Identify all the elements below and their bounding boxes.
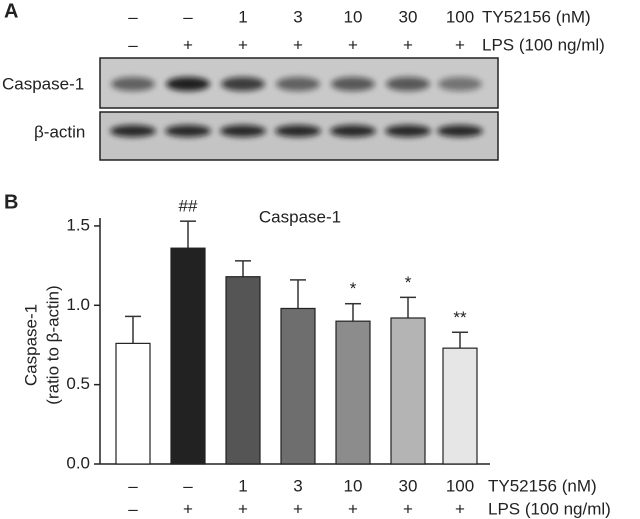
lane-label: – xyxy=(128,35,138,54)
chart-title: Caspase-1 xyxy=(259,207,341,226)
lane-label: – xyxy=(183,7,193,26)
lane-label: 10 xyxy=(344,7,363,26)
panel-label: A xyxy=(4,0,18,22)
lane-label: + xyxy=(403,35,413,54)
lane-label: + xyxy=(183,35,193,54)
lane-label: + xyxy=(293,35,303,54)
y-axis-label: (ratio to β-actin) xyxy=(43,285,62,404)
blot-label: Caspase-1 xyxy=(2,74,84,93)
y-tick-label: 1.5 xyxy=(66,215,90,234)
blot-label: β-actin xyxy=(34,122,85,141)
significance-label: * xyxy=(350,279,357,298)
blot-band xyxy=(111,77,155,91)
y-axis-label: Caspase-1 xyxy=(21,304,40,386)
bar xyxy=(280,307,316,465)
blot-band xyxy=(385,125,431,137)
x-tick-label: – xyxy=(183,476,193,495)
bar xyxy=(442,347,478,465)
significance-label: ** xyxy=(453,308,467,327)
x-tick-label: – xyxy=(128,499,138,518)
row-label: TY52156 (nM) xyxy=(488,476,597,495)
x-tick-label: 10 xyxy=(344,476,363,495)
bar xyxy=(115,342,151,465)
row-label: LPS (100 ng/ml) xyxy=(488,499,611,518)
row-label: LPS (100 ng/ml) xyxy=(482,35,605,54)
lane-label: – xyxy=(128,7,138,26)
y-tick-label: 1.0 xyxy=(66,295,90,314)
significance-label: ## xyxy=(179,197,198,216)
x-tick-label: 30 xyxy=(399,476,418,495)
y-tick-label: 0.0 xyxy=(66,453,90,472)
blot-band xyxy=(438,77,482,91)
blot-band xyxy=(275,125,321,137)
lane-label: 100 xyxy=(446,7,474,26)
blot-band xyxy=(166,77,210,91)
blot-band xyxy=(437,125,483,137)
lane-label: 30 xyxy=(399,7,418,26)
x-tick-label: + xyxy=(348,499,358,518)
x-tick-label: + xyxy=(238,499,248,518)
bar xyxy=(170,247,206,465)
bar xyxy=(390,317,426,465)
blot-band xyxy=(220,125,266,137)
lane-label: + xyxy=(348,35,358,54)
blot-band xyxy=(331,77,375,91)
x-tick-label: 100 xyxy=(446,476,474,495)
bar xyxy=(225,276,261,465)
lane-label: + xyxy=(455,35,465,54)
row-label: TY52156 (nM) xyxy=(482,7,591,26)
bar xyxy=(335,320,371,465)
x-tick-label: + xyxy=(183,499,193,518)
blot-band xyxy=(330,125,376,137)
x-tick-label: 3 xyxy=(293,476,302,495)
x-tick-label: 1 xyxy=(238,476,247,495)
lane-label: 3 xyxy=(293,7,302,26)
blot-band xyxy=(165,125,211,137)
y-tick-label: 0.5 xyxy=(66,374,90,393)
x-tick-label: + xyxy=(403,499,413,518)
x-tick-label: + xyxy=(455,499,465,518)
panel-label: B xyxy=(4,191,18,213)
x-tick-label: – xyxy=(128,476,138,495)
significance-label: * xyxy=(405,273,412,292)
blot-band xyxy=(110,125,156,137)
blot-band xyxy=(276,77,320,91)
x-tick-label: + xyxy=(293,499,303,518)
lane-label: 1 xyxy=(238,7,247,26)
blot-band xyxy=(386,77,430,91)
blot-band xyxy=(221,77,265,91)
lane-label: + xyxy=(238,35,248,54)
